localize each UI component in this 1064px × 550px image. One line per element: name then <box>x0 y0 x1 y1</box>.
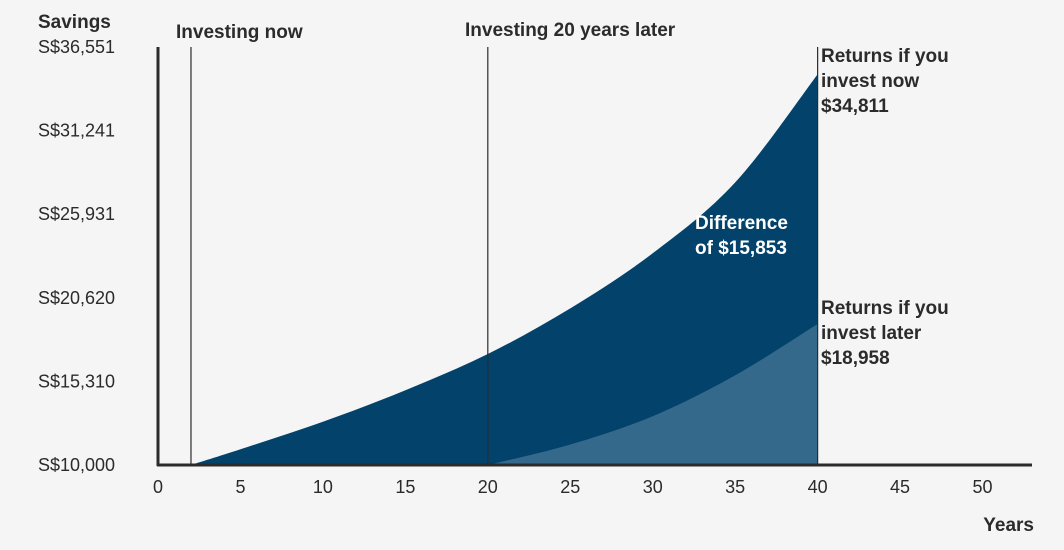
x-tick-label: 0 <box>153 477 163 497</box>
x-axis-title: Years <box>983 515 1034 536</box>
difference-line-2: of $15,853 <box>695 238 787 259</box>
x-tick-labels: 0 5 10 15 20 25 30 35 40 45 50 <box>153 477 993 497</box>
annotation-now-line-2: invest now <box>821 71 919 92</box>
x-tick-label: 5 <box>235 477 245 497</box>
x-tick-label: 20 <box>478 477 498 497</box>
y-tick-label: S$10,000 <box>38 455 115 475</box>
x-tick-label: 45 <box>890 477 910 497</box>
y-tick-label: S$36,551 <box>38 37 115 57</box>
annotation-now-value: $34,811 <box>821 96 889 117</box>
annotation-invest-later: Returns if you invest later $18,958 <box>821 298 949 369</box>
y-axis-title: Savings <box>38 12 111 33</box>
annotation-later-line-2: invest later <box>821 323 922 344</box>
x-tick-label: 35 <box>725 477 745 497</box>
x-tick-label: 15 <box>395 477 415 497</box>
y-tick-label: S$25,931 <box>38 204 115 224</box>
y-tick-label: S$20,620 <box>38 288 115 308</box>
chart-areas <box>191 74 818 466</box>
x-tick-label: 10 <box>313 477 333 497</box>
y-tick-labels: S$10,000 S$15,310 S$20,620 S$25,931 S$31,241… <box>38 37 115 475</box>
annotation-later-line-1: Returns if you <box>821 298 949 319</box>
annotation-later-value: $18,958 <box>821 348 890 369</box>
x-tick-label: 25 <box>560 477 580 497</box>
marker-label-investing-later: Investing 20 years later <box>465 20 676 41</box>
y-tick-label: S$31,241 <box>38 121 115 141</box>
x-tick-label: 30 <box>643 477 663 497</box>
series-area-0 <box>191 74 818 466</box>
series-area-1 <box>487 324 818 465</box>
y-tick-label: S$15,310 <box>38 371 115 391</box>
x-tick-label: 40 <box>808 477 828 497</box>
x-tick-label: 50 <box>973 477 993 497</box>
chart-axes <box>156 47 1032 467</box>
difference-line-1: Difference <box>695 213 788 234</box>
annotation-now-line-1: Returns if you <box>821 46 949 67</box>
year-markers <box>190 47 819 465</box>
annotation-difference: Difference of $15,853 <box>695 213 788 259</box>
marker-label-investing-now: Investing now <box>176 22 303 43</box>
annotation-invest-now: Returns if you invest now $34,811 <box>821 46 949 117</box>
